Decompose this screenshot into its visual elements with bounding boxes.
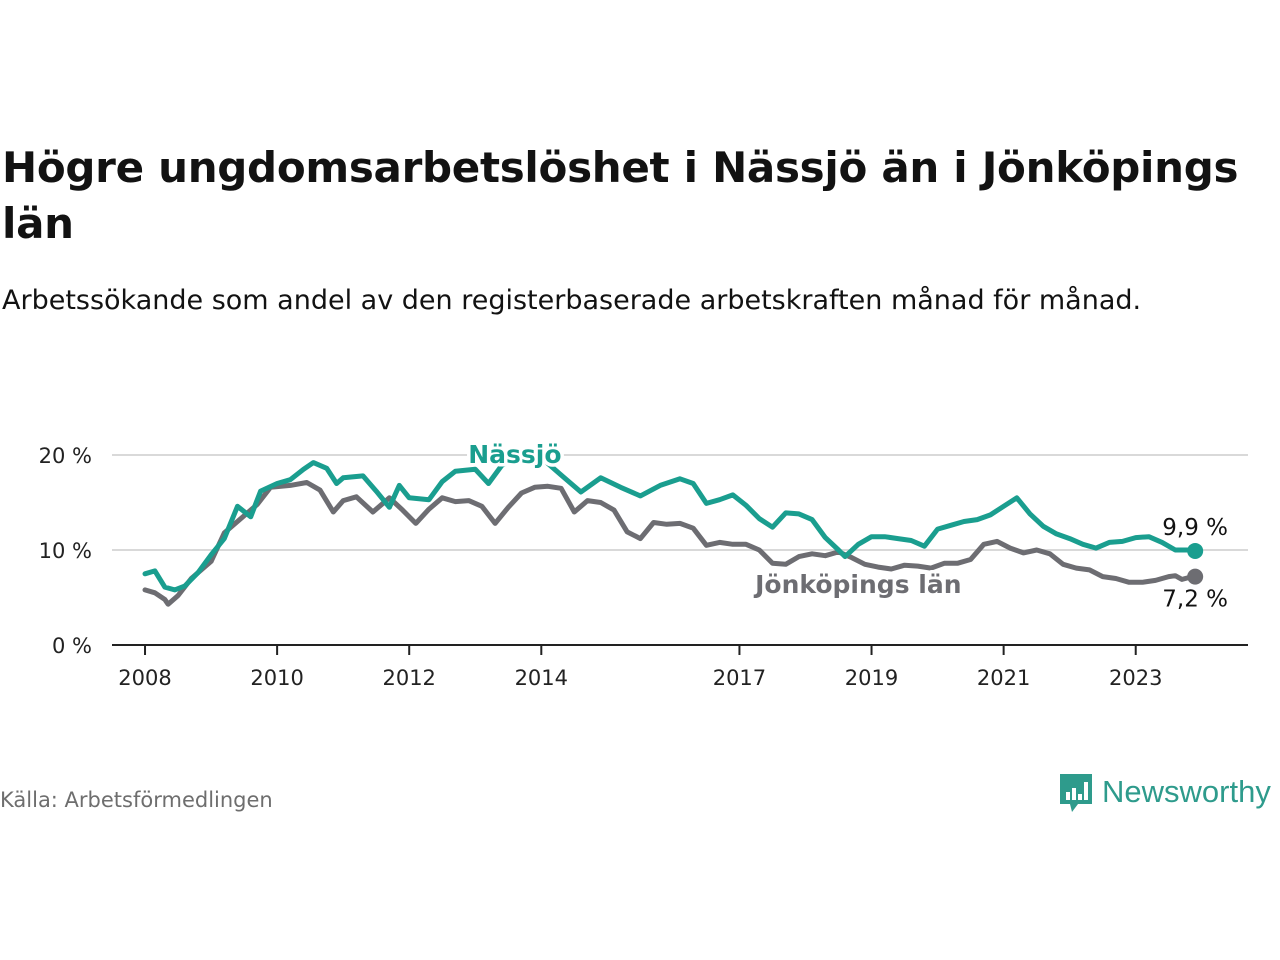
x-tick-label: 2021: [977, 666, 1030, 690]
brand-logo[interactable]: Newsworthy: [1058, 770, 1271, 814]
line-chart: 0 % 10 % 20 % 2008 2010 2012 2014 2017 2019 2021 2…: [39, 437, 1248, 690]
x-tick-label: 2017: [713, 666, 766, 690]
chart-title: Högre ungdomsarbetslöshet i Nässjö än i …: [2, 143, 1239, 248]
label-layer: Nässjö Jönköpings län 9,9 % 7,2 %: [465, 437, 1231, 616]
x-tick-label: 2019: [845, 666, 898, 690]
end-value-label-jonkopings-lan: 7,2 %: [1162, 587, 1228, 613]
x-tick-label: 2014: [515, 666, 568, 690]
series-line-nassjo: [142, 451, 1198, 593]
x-tick-label: 2010: [250, 666, 303, 690]
y-tick-label: 0 %: [52, 634, 92, 658]
grid-layer: [112, 454, 1248, 551]
series-layer: [142, 451, 1204, 607]
series-label-nassjo: Nässjö: [468, 440, 561, 469]
end-value-label-nassjo: 9,9 %: [1162, 515, 1228, 541]
end-point-nassjo: [1187, 542, 1204, 559]
series-label-jonkopings-lan: Jönköpings län: [753, 570, 961, 599]
x-tick-label: 2012: [382, 666, 435, 690]
axis-layer: 0 % 10 % 20 % 2008 2010 2012 2014 2017 2019 2021 2…: [39, 444, 1248, 690]
end-point-jonkopings-lan: [1187, 568, 1204, 585]
x-tick-label: 2023: [1109, 666, 1162, 690]
x-tick-label: 2008: [118, 666, 171, 690]
y-tick-label: 20 %: [39, 444, 92, 468]
newsworthy-logo-icon: [1060, 774, 1092, 812]
y-tick-label: 10 %: [39, 539, 92, 563]
source-note: Källa: Arbetsförmedlingen: [0, 788, 273, 812]
brand-name: Newsworthy: [1102, 774, 1271, 809]
series-line-jonkopings-lan: [142, 480, 1198, 607]
chart-subtitle: Arbetssökande som andel av den registerb…: [2, 285, 1142, 316]
